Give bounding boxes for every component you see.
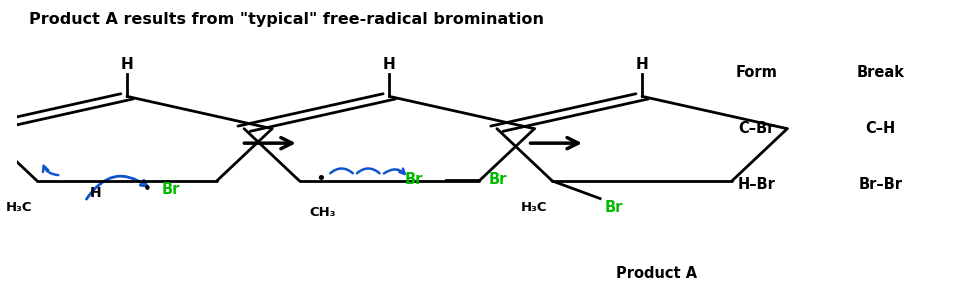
Text: Form: Form <box>735 66 777 80</box>
FancyArrowPatch shape <box>43 166 58 175</box>
Text: Br–Br: Br–Br <box>859 177 903 192</box>
Text: Product A: Product A <box>616 266 697 281</box>
Text: Br: Br <box>605 200 623 215</box>
Text: H: H <box>121 57 133 72</box>
Text: H: H <box>90 186 101 200</box>
Text: H: H <box>636 57 649 72</box>
Text: Br: Br <box>162 182 179 197</box>
Text: Break: Break <box>856 66 905 80</box>
Text: H₃C: H₃C <box>6 201 32 214</box>
Text: CH₃: CH₃ <box>309 206 336 219</box>
Text: Br: Br <box>489 172 507 187</box>
Text: •: • <box>143 182 157 197</box>
Text: Product A results from "typical" free-radical bromination: Product A results from "typical" free-ra… <box>28 12 543 27</box>
FancyArrowPatch shape <box>356 168 380 173</box>
FancyArrowPatch shape <box>330 168 353 173</box>
Text: •: • <box>315 170 325 188</box>
Text: H: H <box>383 57 395 72</box>
Text: Br: Br <box>405 172 424 187</box>
Text: H–Br: H–Br <box>737 177 775 192</box>
FancyArrowPatch shape <box>384 169 404 174</box>
Text: C–H: C–H <box>866 121 896 136</box>
Text: C–Br: C–Br <box>738 121 774 136</box>
Text: H₃C: H₃C <box>521 201 547 214</box>
FancyArrowPatch shape <box>87 176 147 199</box>
